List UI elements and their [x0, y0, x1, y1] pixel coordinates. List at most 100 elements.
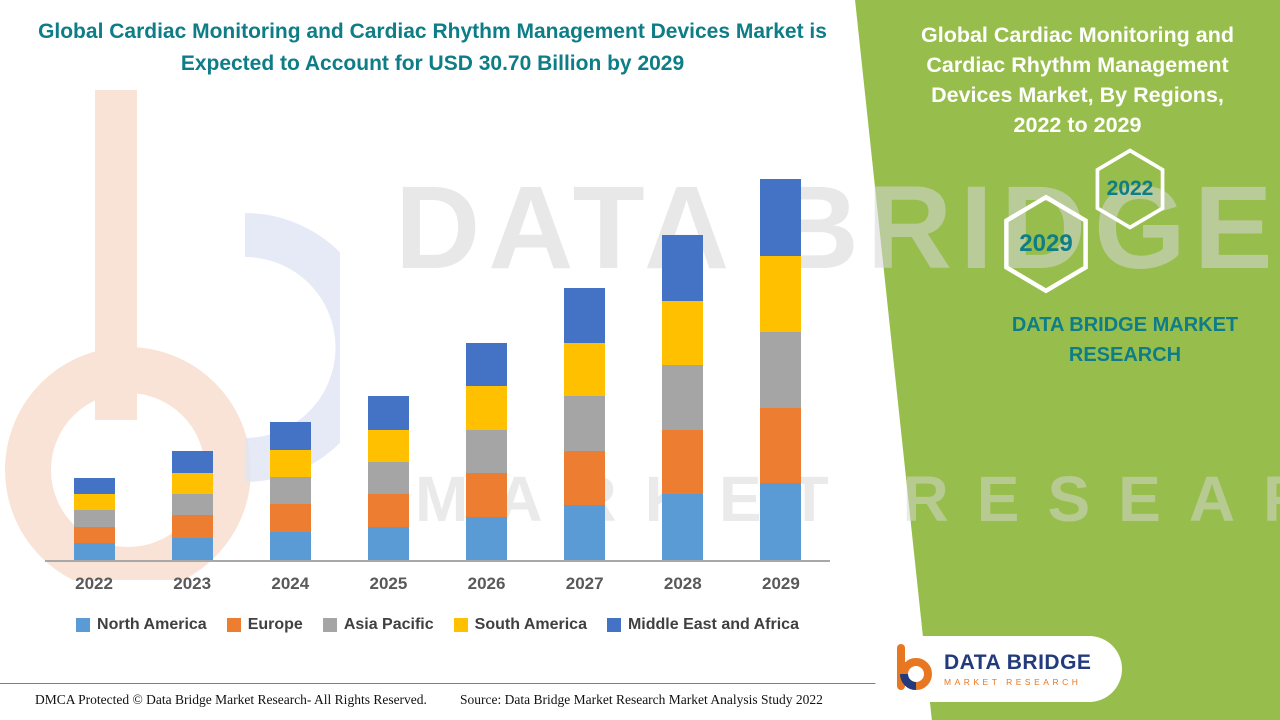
source-note: Source: Data Bridge Market Research Mark… [460, 692, 823, 707]
brand-logo-title: DATA BRIDGE [944, 651, 1092, 674]
bar-column-2028 [634, 235, 732, 560]
bar-segment-2026-middle-east-and-africa [466, 343, 508, 387]
bar-segment-2026-south-america [466, 386, 508, 430]
stacked-bar-2027 [564, 288, 606, 560]
legend-item-south-america: South America [453, 616, 587, 634]
legend-item-middle-east-and-africa: Middle East and Africa [606, 616, 799, 634]
hexagon-badge-2029: 2029 [1001, 194, 1091, 294]
hexagon-outline-icon [1095, 148, 1165, 230]
x-axis-label-2025: 2025 [369, 574, 408, 593]
stacked-bar-2028 [662, 235, 704, 560]
bar-column-2027 [536, 288, 634, 560]
bar-segment-2023-south-america [171, 473, 213, 495]
legend-swatch-icon [226, 618, 241, 632]
bar-segment-2024-europe [269, 504, 311, 532]
x-axis-label-2024: 2024 [271, 574, 310, 593]
bar-segment-2027-south-america [564, 342, 606, 397]
bar-column-2025 [339, 396, 437, 560]
legend-item-asia-pacific: Asia Pacific [322, 616, 434, 634]
legend-swatch-icon [322, 618, 337, 632]
bar-segment-2028-south-america [662, 300, 704, 366]
footer: DMCA Protected © Data Bridge Market Rese… [0, 683, 1280, 720]
bar-column-2023 [143, 450, 241, 560]
bar-segment-2028-asia-pacific [662, 365, 704, 430]
stacked-bar-2025 [367, 396, 409, 560]
legend-label: South America [474, 616, 587, 633]
brand-logo-text: DATA BRIDGE MARKET RESEARCH [944, 651, 1091, 687]
x-axis-label-2022: 2022 [75, 574, 113, 593]
bar-column-2024 [241, 422, 339, 560]
stacked-bar-2022 [73, 478, 115, 560]
hexagon-year-start: 2022 [1106, 177, 1154, 200]
bar-segment-2026-europe [466, 473, 508, 517]
bar-segment-2026-asia-pacific [466, 429, 508, 474]
x-axis-label-2023: 2023 [173, 574, 212, 593]
bar-segment-2023-middle-east-and-africa [171, 450, 213, 474]
brand-caption: DATA BRIDGE MARKET RESEARCH [1011, 314, 1239, 366]
bar-segment-2022-europe [73, 526, 115, 543]
bar-segment-2025-europe [367, 494, 409, 527]
stacked-bar-2023 [171, 450, 213, 560]
bar-segment-2027-europe [564, 450, 606, 506]
x-axis-label-2028: 2028 [663, 574, 702, 593]
bar-segment-2029-north-america [760, 483, 802, 560]
legend-swatch-icon [453, 618, 468, 632]
bar-segment-2029-middle-east-and-africa [760, 179, 802, 257]
legend-label: Asia Pacific [343, 616, 434, 633]
bar-segment-2029-asia-pacific [760, 331, 802, 408]
stacked-bar-2029 [760, 179, 802, 560]
legend-item-europe: Europe [226, 616, 303, 634]
bar-column-2029 [732, 179, 830, 560]
bar-segment-2025-north-america [367, 526, 409, 560]
bar-segment-2027-middle-east-and-africa [564, 288, 606, 343]
bar-column-2022 [45, 478, 143, 560]
legend-swatch-icon [76, 618, 91, 632]
stacked-bar-2026 [466, 343, 508, 560]
bar-segment-2023-north-america [171, 537, 213, 560]
x-axis-labels: 2022 2023 2024 2025 2026 2027 2028 2029 [45, 574, 830, 594]
bar-segment-2025-middle-east-and-africa [367, 396, 409, 430]
hexagon-badge-2022: 2022 [1093, 148, 1167, 230]
bar-segment-2026-north-america [466, 516, 508, 560]
bar-segment-2028-europe [662, 429, 704, 495]
brand-logo-card: DATA BRIDGE MARKET RESEARCH [872, 636, 1122, 702]
bar-segment-2022-north-america [73, 542, 115, 560]
data-bridge-logo-icon [892, 643, 934, 695]
hexagon-outline-icon [1004, 194, 1088, 294]
dmca-notice: DMCA Protected © Data Bridge Market Rese… [35, 692, 427, 707]
x-axis-label-2029: 2029 [762, 574, 800, 593]
x-axis-label-2026: 2026 [467, 574, 506, 593]
watermark-text-line1: DATA BRIDGE [395, 162, 1280, 294]
bar-segment-2027-north-america [564, 505, 606, 560]
bar-segment-2023-europe [171, 515, 213, 538]
bar-plot [45, 128, 830, 562]
legend: North America Europe Asia Pacific South Ame… [40, 616, 835, 634]
bar-segment-2024-north-america [269, 531, 311, 560]
bar-segment-2024-south-america [269, 449, 311, 477]
x-axis-label-2027: 2027 [565, 574, 604, 593]
side-panel-heading: Global Cardiac Monitoring and Cardiac Rh… [921, 23, 1234, 138]
bar-segment-2028-north-america [662, 494, 704, 560]
bar-segment-2024-asia-pacific [269, 476, 311, 505]
legend-label: Europe [247, 616, 303, 633]
legend-item-north-america: North America [76, 616, 207, 634]
bar-segment-2025-asia-pacific [367, 462, 409, 495]
bar-segment-2023-asia-pacific [171, 494, 213, 516]
hexagon-year-end: 2029 [1019, 230, 1073, 257]
bar-segment-2025-south-america [367, 429, 409, 463]
bar-segment-2027-asia-pacific [564, 396, 606, 451]
brand-logo-subtitle: MARKET RESEARCH [944, 677, 1082, 687]
bar-segment-2028-middle-east-and-africa [662, 235, 704, 301]
legend-label: North America [97, 616, 207, 633]
legend-label: Middle East and Africa [627, 616, 799, 633]
watermark-text-line2: MARKET RESEARCH [415, 463, 1280, 535]
stacked-bar-2024 [269, 422, 311, 560]
bar-segment-2029-europe [760, 407, 802, 484]
chart-title: Global Cardiac Monitoring and Cardiac Rh… [38, 20, 827, 75]
bar-segment-2022-middle-east-and-africa [73, 478, 115, 495]
bar-segment-2029-south-america [760, 256, 802, 332]
bar-segment-2024-middle-east-and-africa [269, 422, 311, 450]
legend-swatch-icon [606, 618, 621, 632]
bar-column-2026 [438, 343, 536, 560]
